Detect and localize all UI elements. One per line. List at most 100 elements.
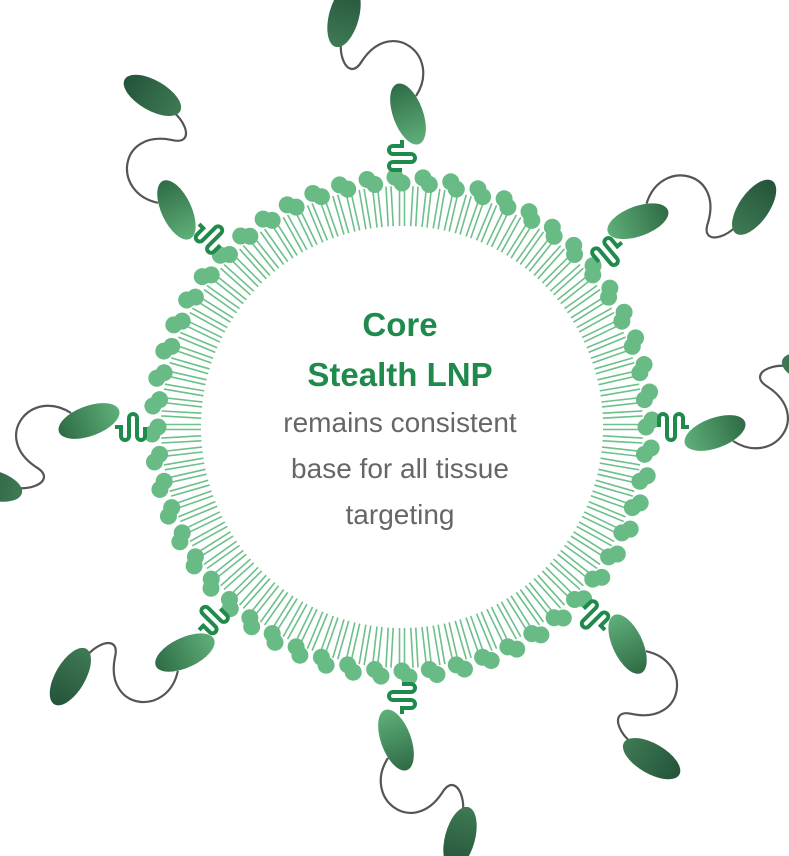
- lipid-head: [263, 211, 281, 229]
- lipid-tail: [564, 284, 598, 310]
- lipid-tail: [597, 370, 637, 381]
- lipid-tail: [506, 221, 529, 256]
- lipid-head: [447, 656, 465, 674]
- lipid-tail: [594, 357, 634, 370]
- lipid-head: [312, 648, 330, 666]
- lipid-head: [287, 638, 305, 656]
- lipid-tail: [286, 214, 308, 251]
- lipid-head: [420, 176, 438, 194]
- linker: [193, 222, 225, 255]
- lipid-tail: [570, 535, 606, 559]
- lipid-tail: [448, 622, 459, 662]
- lipid-tail: [590, 344, 629, 360]
- lipid-head: [631, 364, 649, 382]
- lipid-tail: [557, 553, 590, 580]
- lipid-tail: [196, 300, 231, 323]
- lipid-tail: [214, 553, 247, 580]
- description-line: base for all tissue: [291, 453, 509, 484]
- lipid-head: [186, 548, 204, 566]
- lipid-tail: [169, 479, 209, 493]
- lipid-tail: [515, 228, 541, 263]
- lipid-tail: [319, 615, 335, 654]
- lipid-tail: [220, 267, 251, 296]
- lipid-head: [447, 180, 465, 198]
- lipid-tail: [454, 620, 468, 660]
- title-line: Core: [362, 306, 437, 343]
- lipid-tail: [203, 288, 238, 314]
- lipid-tail: [578, 311, 615, 333]
- lipid-head: [635, 445, 653, 463]
- lipid-tail: [594, 484, 634, 497]
- lipid-tail: [510, 223, 534, 259]
- lipid-tail: [169, 361, 209, 375]
- lipid-tail: [486, 208, 506, 246]
- lipid-tail: [490, 210, 510, 248]
- lipid-tail: [475, 613, 493, 651]
- lipid-tail: [162, 396, 203, 403]
- lipid-head: [202, 570, 220, 588]
- lipid-tail: [345, 192, 356, 232]
- lipid-tail: [198, 535, 234, 559]
- lipid-tail: [454, 194, 468, 234]
- domain-light: [58, 403, 120, 439]
- lipid-tail: [275, 221, 298, 256]
- lipid-tail: [601, 446, 642, 453]
- lipid-tail: [510, 595, 534, 631]
- lipid-tail: [602, 415, 643, 420]
- lipid-tail: [173, 490, 212, 505]
- lipid-tail: [214, 274, 247, 301]
- lipid-tail: [286, 603, 308, 640]
- tether: [617, 650, 679, 751]
- lipid-tail: [519, 231, 545, 265]
- lipid-tail: [249, 582, 276, 615]
- linker: [197, 604, 230, 636]
- lipid-tail: [599, 383, 640, 392]
- lipid-tail: [528, 582, 555, 615]
- lipid-head: [613, 312, 631, 330]
- lipid-head: [149, 418, 167, 436]
- lipid-tail: [332, 195, 345, 235]
- lipid-tail: [358, 624, 367, 665]
- lipid-tail: [371, 626, 378, 667]
- lipid-tail: [166, 375, 206, 386]
- lipid-tail: [358, 189, 367, 230]
- lipid-tail: [432, 625, 441, 666]
- tether: [339, 25, 425, 97]
- lipid-head: [163, 337, 181, 355]
- lipid-tail: [166, 468, 206, 479]
- lipid-tail: [191, 525, 228, 547]
- lipid-tail: [576, 525, 613, 547]
- lipid-tail: [560, 549, 593, 576]
- domain-light: [684, 415, 746, 451]
- lipid-tail: [178, 500, 216, 518]
- lipid-tail: [376, 187, 383, 228]
- lipid-tail: [590, 494, 629, 510]
- lipid-head: [600, 288, 618, 306]
- lipid-tail: [602, 439, 643, 444]
- ligand: [49, 604, 230, 706]
- lipid-tail: [545, 566, 575, 597]
- lipid-head: [366, 176, 384, 194]
- lipid-head: [643, 411, 661, 429]
- ligand: [123, 74, 225, 255]
- lipid-head: [155, 364, 173, 382]
- lipid-tail: [294, 606, 314, 644]
- lipid-head: [623, 337, 641, 355]
- domain-dark: [732, 179, 777, 235]
- lipid-tail: [179, 331, 218, 349]
- lipid-tail: [570, 295, 606, 319]
- lipid-tail: [549, 263, 581, 292]
- lipid-tail: [602, 434, 643, 439]
- lipid-tail: [161, 415, 202, 420]
- lipid-tail: [557, 274, 590, 301]
- lipid-head: [499, 198, 517, 216]
- lipid-tail: [541, 254, 572, 284]
- lipid-tail: [170, 484, 210, 497]
- lipid-tail: [533, 245, 562, 276]
- lipid-tail: [597, 473, 637, 484]
- lipid-tail: [414, 627, 419, 668]
- lipid-head: [173, 312, 191, 330]
- tether: [732, 364, 789, 450]
- lipid-tail: [553, 267, 584, 296]
